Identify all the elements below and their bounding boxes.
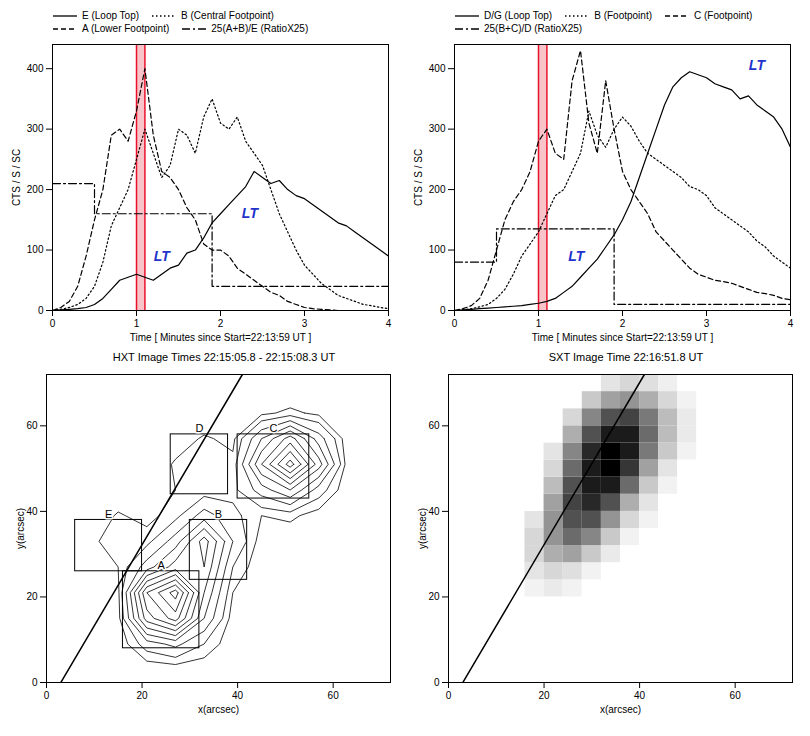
- svg-text:40: 40: [232, 690, 244, 701]
- svg-text:LT: LT: [749, 57, 767, 73]
- html-text:25(A+B)/E (RatioX25): 25(A+B)/E (RatioX25): [211, 23, 309, 34]
- svg-text:4: 4: [788, 318, 794, 329]
- svg-text:2: 2: [218, 318, 224, 329]
- svg-text:20: 20: [26, 591, 38, 602]
- svg-text:CTS / S / SC: CTS / S / SC: [413, 149, 424, 206]
- svg-text:0: 0: [32, 677, 38, 688]
- svg-text:20: 20: [538, 690, 550, 701]
- svg-text:1: 1: [134, 318, 140, 329]
- svg-text:100: 100: [429, 244, 446, 255]
- html-text:25(B+C)/D (RatioX25): 25(B+C)/D (RatioX25): [484, 23, 583, 34]
- html-text:E (Loop Top): E (Loop Top): [82, 10, 140, 21]
- svg-text:40: 40: [634, 690, 646, 701]
- svg-text:Time [ Minutes since Start=22:: Time [ Minutes since Start=22:13:59 UT ]: [130, 332, 312, 343]
- svg-text:y(arcsec): y(arcsec): [417, 508, 428, 549]
- svg-text:CTS / S / SC: CTS / S / SC: [11, 149, 22, 206]
- svg-text:3: 3: [302, 318, 308, 329]
- html-text:D/G (Loop Top): D/G (Loop Top): [484, 10, 553, 21]
- html-text:HXT Image Times 22:15:05.8 - 2: HXT Image Times 22:15:05.8 - 22:15:08.3 …: [112, 351, 336, 363]
- svg-text:0: 0: [446, 690, 452, 701]
- svg-text:1: 1: [536, 318, 542, 329]
- svg-text:2: 2: [620, 318, 626, 329]
- svg-text:40: 40: [26, 506, 38, 517]
- svg-text:x(arcsec): x(arcsec): [198, 704, 239, 715]
- svg-text:300: 300: [27, 123, 44, 134]
- svg-text:20: 20: [136, 690, 148, 701]
- svg-text:LT: LT: [568, 248, 586, 264]
- svg-text:E: E: [105, 508, 112, 520]
- svg-text:200: 200: [27, 184, 44, 195]
- svg-text:0: 0: [50, 318, 56, 329]
- svg-text:20: 20: [428, 591, 440, 602]
- svg-text:0: 0: [434, 677, 440, 688]
- svg-text:A: A: [157, 559, 165, 571]
- svg-text:60: 60: [730, 690, 742, 701]
- svg-text:D: D: [195, 422, 203, 434]
- svg-text:3: 3: [704, 318, 710, 329]
- svg-text:4: 4: [386, 318, 392, 329]
- svg-text:100: 100: [27, 244, 44, 255]
- svg-text:400: 400: [429, 63, 446, 74]
- svg-text:60: 60: [26, 420, 38, 431]
- html-text:B (Central Footpoint): B (Central Footpoint): [181, 10, 274, 21]
- svg-text:60: 60: [328, 690, 340, 701]
- svg-text:Time [ Minutes since Start=22:: Time [ Minutes since Start=22:13:59 UT ]: [532, 332, 714, 343]
- svg-text:B: B: [215, 508, 222, 520]
- svg-text:0: 0: [452, 318, 458, 329]
- html-text:B (Footpoint): B (Footpoint): [594, 10, 652, 21]
- svg-text:C: C: [269, 422, 277, 434]
- svg-text:x(arcsec): x(arcsec): [600, 704, 641, 715]
- svg-text:60: 60: [428, 420, 440, 431]
- svg-text:400: 400: [27, 63, 44, 74]
- html-text:SXT Image Time 22:16:51.8 UT: SXT Image Time 22:16:51.8 UT: [548, 351, 704, 363]
- svg-text:y(arcsec): y(arcsec): [15, 508, 26, 549]
- svg-text:LT: LT: [154, 248, 172, 264]
- svg-text:300: 300: [429, 123, 446, 134]
- svg-text:200: 200: [429, 184, 446, 195]
- svg-text:LT: LT: [242, 205, 260, 221]
- svg-text:0: 0: [44, 690, 50, 701]
- svg-text:40: 40: [428, 506, 440, 517]
- html-text:A (Lower Footpoint): A (Lower Footpoint): [82, 23, 170, 34]
- svg-text:0: 0: [440, 305, 446, 316]
- svg-text:0: 0: [38, 305, 44, 316]
- html-text:C (Footpoint): C (Footpoint): [694, 10, 753, 21]
